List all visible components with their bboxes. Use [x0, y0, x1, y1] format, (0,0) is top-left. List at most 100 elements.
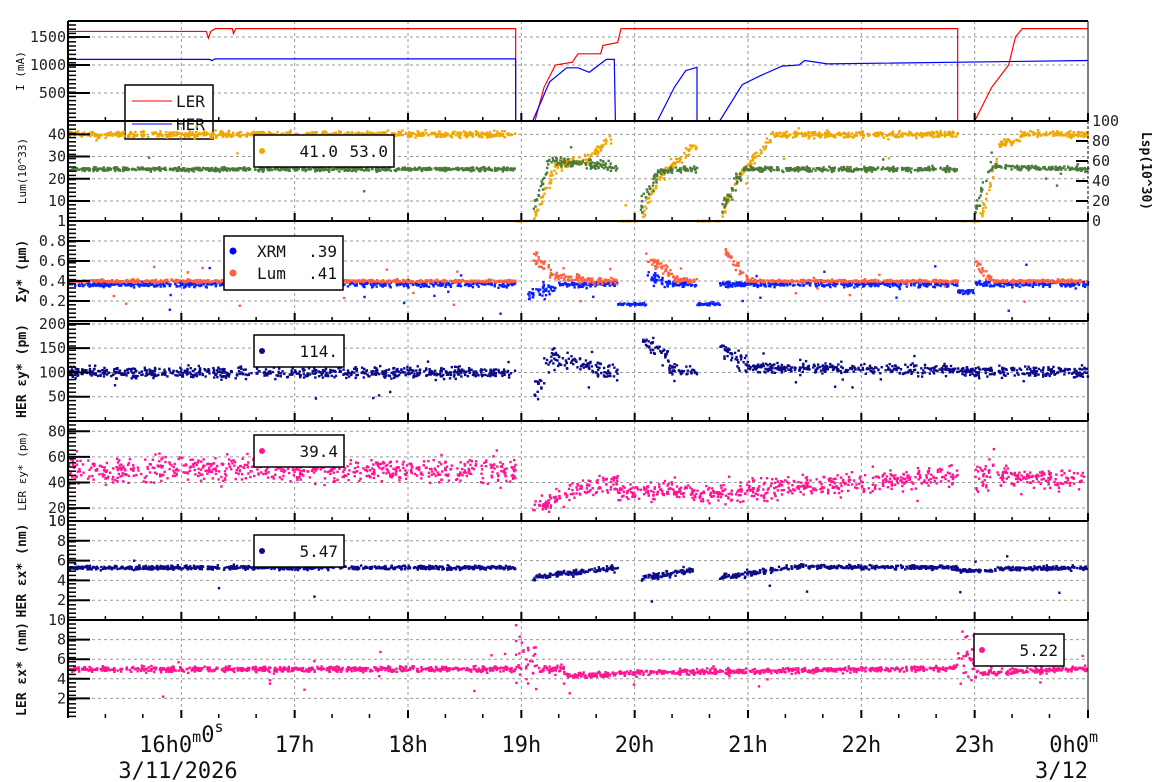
data-point — [459, 274, 463, 277]
data-point — [113, 165, 117, 169]
data-point — [485, 133, 488, 137]
data-point — [249, 133, 252, 136]
data-point — [1082, 282, 1085, 285]
data-point — [190, 169, 194, 172]
data-point — [115, 131, 118, 134]
data-point — [831, 283, 835, 287]
data-point — [632, 302, 636, 305]
data-point — [901, 132, 904, 135]
data-point — [183, 135, 187, 138]
data-point — [771, 130, 774, 134]
data-point — [343, 169, 346, 172]
data-point — [105, 134, 109, 137]
data-point — [668, 282, 671, 285]
data-point — [932, 167, 935, 170]
data-point — [594, 148, 598, 151]
data-point — [978, 283, 982, 286]
data-point — [254, 168, 257, 171]
data-point — [661, 277, 664, 281]
data-point — [304, 169, 307, 173]
data-point — [960, 289, 964, 292]
data-point — [404, 282, 408, 285]
data-point — [683, 151, 686, 155]
data-point — [865, 170, 868, 174]
data-point — [593, 161, 596, 165]
data-point — [238, 135, 242, 139]
data-point — [417, 168, 420, 171]
data-point — [467, 168, 471, 172]
data-point — [734, 284, 737, 288]
data-point — [181, 133, 184, 136]
data-point — [952, 131, 955, 135]
data-point — [584, 163, 588, 167]
data-point — [975, 205, 978, 208]
data-point — [757, 166, 760, 170]
data-point — [805, 169, 809, 173]
data-point — [580, 162, 583, 165]
data-point — [540, 196, 543, 199]
data-point — [380, 283, 384, 286]
data-point — [887, 168, 890, 171]
data-point — [471, 281, 474, 285]
data-point — [208, 168, 212, 171]
data-point — [675, 157, 678, 161]
data-point — [125, 166, 129, 170]
data-point — [420, 132, 423, 135]
data-point — [777, 168, 780, 172]
data-point — [933, 283, 937, 286]
data-point — [674, 166, 677, 169]
data-point — [602, 139, 606, 142]
data-point — [1029, 167, 1032, 170]
data-point — [547, 159, 551, 163]
data-point — [862, 285, 865, 288]
data-point — [161, 167, 165, 170]
data-point — [463, 134, 466, 137]
data-point — [397, 280, 400, 284]
data-point — [1000, 144, 1003, 147]
data-point — [803, 166, 806, 170]
data-point — [227, 131, 230, 134]
data-point — [233, 169, 237, 172]
data-point — [1063, 165, 1066, 168]
data-point — [428, 279, 431, 282]
data-point — [861, 136, 865, 140]
data-point — [734, 189, 737, 192]
data-point — [983, 281, 986, 285]
data-point — [806, 167, 809, 170]
data-point — [141, 284, 144, 287]
data-point — [755, 155, 758, 158]
data-point — [407, 131, 411, 134]
data-point — [1015, 165, 1018, 169]
data-point — [337, 130, 341, 133]
data-point — [183, 169, 187, 172]
data-point — [165, 136, 169, 139]
data-point — [752, 284, 756, 288]
data-point — [1083, 285, 1087, 289]
data-point — [120, 284, 123, 287]
data-point — [348, 168, 351, 172]
data-point — [267, 130, 271, 134]
data-point — [654, 273, 657, 277]
data-point — [477, 285, 480, 288]
data-point — [413, 133, 417, 136]
data-point — [842, 136, 846, 139]
data-point — [572, 283, 575, 286]
data-point — [919, 167, 923, 170]
data-point — [354, 284, 357, 287]
data-point — [261, 168, 264, 171]
data-point — [712, 301, 715, 304]
data-point — [447, 167, 451, 170]
data-point — [168, 308, 172, 311]
data-point — [502, 134, 505, 137]
data-point — [533, 217, 536, 220]
data-point — [455, 279, 458, 282]
data-point — [613, 284, 616, 287]
data-point — [140, 280, 144, 283]
data-point — [788, 283, 792, 286]
data-point — [560, 169, 564, 172]
data-point — [652, 188, 655, 191]
data-point — [157, 132, 161, 136]
data-point — [451, 132, 454, 136]
data-point — [425, 132, 428, 135]
data-point — [596, 145, 599, 148]
